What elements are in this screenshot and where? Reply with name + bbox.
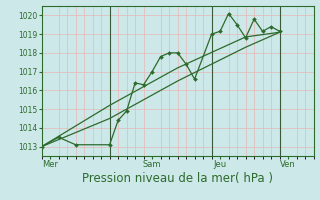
X-axis label: Pression niveau de la mer( hPa ): Pression niveau de la mer( hPa ) bbox=[82, 172, 273, 185]
